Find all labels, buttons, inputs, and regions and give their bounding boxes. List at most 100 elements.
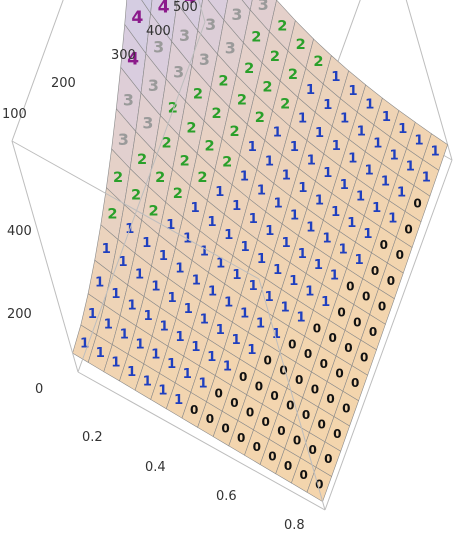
cell-digit-label: 0 [313, 321, 321, 335]
cell-digit-label: 2 [107, 206, 117, 223]
cell-digit-label: 1 [281, 236, 290, 251]
cell-digit-label: 1 [306, 220, 315, 235]
cell-digit-label: 2 [230, 123, 240, 140]
cell-digit-label: 1 [167, 357, 176, 372]
cell-digit-label: 0 [337, 305, 345, 319]
cell-digit-label: 2 [237, 92, 247, 109]
cell-digit-label: 1 [347, 216, 356, 231]
cell-digit-label: 2 [296, 36, 306, 53]
cell-digit-label: 1 [256, 317, 265, 332]
box-edge [11, 140, 79, 373]
cell-digit-label: 1 [158, 384, 167, 399]
box-edge [77, 21, 206, 373]
cell-digit-label: 1 [190, 201, 199, 216]
cell-digit-label: 0 [279, 363, 287, 377]
cell-digit-label: 0 [318, 418, 326, 432]
cell-digit-label: 1 [104, 318, 113, 333]
cell-digit-label: 1 [381, 175, 390, 190]
y-tick-label: 100 [2, 107, 27, 122]
cell-digit-label: 0 [237, 431, 245, 445]
cell-digit-label: 1 [118, 255, 127, 270]
cell-digit-label: 1 [330, 269, 339, 284]
cell-digit-label: 2 [277, 17, 287, 34]
cell-digit-label: 1 [216, 257, 225, 272]
cell-digit-label: 1 [321, 295, 330, 310]
cell-digit-label: 3 [173, 63, 184, 82]
cell-digit-label: 1 [273, 126, 282, 141]
cell-digit-label: 2 [255, 109, 265, 126]
cell-digit-label: 1 [232, 268, 241, 283]
cell-digit-label: 0 [351, 376, 359, 390]
cell-digit-label: 1 [191, 340, 200, 355]
cell-digit-label: 1 [151, 348, 160, 363]
box-edge [11, 140, 260, 280]
cell-digit-label: 1 [430, 145, 439, 160]
cell-digit-label: 1 [159, 249, 168, 264]
y-tick-label: 500 [173, 0, 198, 15]
cell-digit-label: 1 [273, 196, 282, 211]
cell-digit-label: 1 [200, 313, 209, 328]
cell-digit-label: 2 [244, 60, 254, 77]
cell-digit-label: 1 [332, 139, 341, 154]
cell-digit-label: 1 [127, 298, 136, 313]
cell-digit-label: 1 [273, 263, 282, 278]
cell-digit-label: 1 [364, 163, 373, 178]
cell-digit-label: 1 [143, 374, 152, 389]
cell-digit-label: 1 [315, 193, 324, 208]
cell-digit-label: 1 [331, 205, 340, 220]
cell-digit-label: 1 [323, 98, 332, 113]
cell-digit-label: 2 [131, 186, 141, 203]
cell-digit-label: 1 [305, 284, 314, 299]
cell-digit-label: 0 [286, 399, 294, 413]
cell-digit-label: 3 [231, 5, 242, 24]
cell-digit-label: 0 [335, 367, 343, 381]
cell-digit-label: 1 [298, 247, 307, 262]
cell-digit-label: 0 [346, 280, 354, 294]
cell-digit-label: 2 [193, 86, 203, 103]
cell-digit-label: 1 [365, 98, 374, 113]
cell-digit-label: 2 [162, 135, 172, 152]
cell-digit-label: 1 [96, 346, 105, 361]
cell-digit-label: 1 [207, 350, 216, 365]
cell-digit-label: 0 [329, 331, 337, 345]
y-tick-label: 400 [146, 24, 171, 39]
cell-digit-label: 2 [222, 154, 232, 171]
cell-digit-label: 0 [413, 197, 421, 211]
cell-digit-label: 1 [175, 330, 184, 345]
cell-digit-label: 1 [95, 275, 104, 290]
cell-digit-label: 1 [200, 244, 209, 259]
cell-digit-label: 1 [166, 218, 175, 233]
cell-digit-label: 1 [135, 268, 144, 283]
cell-digit-label: 1 [175, 262, 184, 277]
cell-digit-label: 1 [248, 140, 257, 155]
cell-digit-label: 3 [225, 39, 236, 58]
x-tick-label: 0.6 [216, 489, 237, 504]
cell-digit-label: 1 [216, 323, 225, 338]
cell-digit-label: 0 [230, 396, 238, 410]
cell-digit-label: 0 [344, 341, 352, 355]
cell-digit-label: 1 [265, 224, 274, 239]
cell-digit-label: 1 [127, 365, 136, 380]
cell-digit-label: 2 [173, 185, 183, 202]
cell-digit-label: 1 [102, 242, 111, 257]
cell-digit-label: 1 [397, 186, 406, 201]
cell-digit-label: 0 [253, 440, 261, 454]
cell-digit-label: 0 [387, 274, 395, 288]
cell-digit-label: 1 [198, 376, 207, 391]
cell-digit-label: 1 [167, 291, 176, 306]
cell-digit-label: 2 [180, 153, 190, 170]
cell-digit-label: 0 [284, 459, 292, 473]
cell-digit-label: 0 [396, 248, 404, 262]
cell-digit-label: 1 [354, 253, 363, 268]
cell-digit-label: 1 [111, 287, 120, 302]
cell-digit-label: 1 [257, 252, 266, 267]
x-tick-label: 0.2 [82, 430, 103, 445]
cell-digit-label: 0 [333, 427, 341, 441]
cell-digit-label: 2 [288, 66, 298, 83]
cell-digit-label: 1 [356, 190, 365, 205]
box-edge [77, 371, 326, 511]
cell-digit-label: 0 [246, 405, 254, 419]
cell-digit-label: 3 [179, 26, 190, 45]
cell-digit-label: 0 [277, 424, 285, 438]
